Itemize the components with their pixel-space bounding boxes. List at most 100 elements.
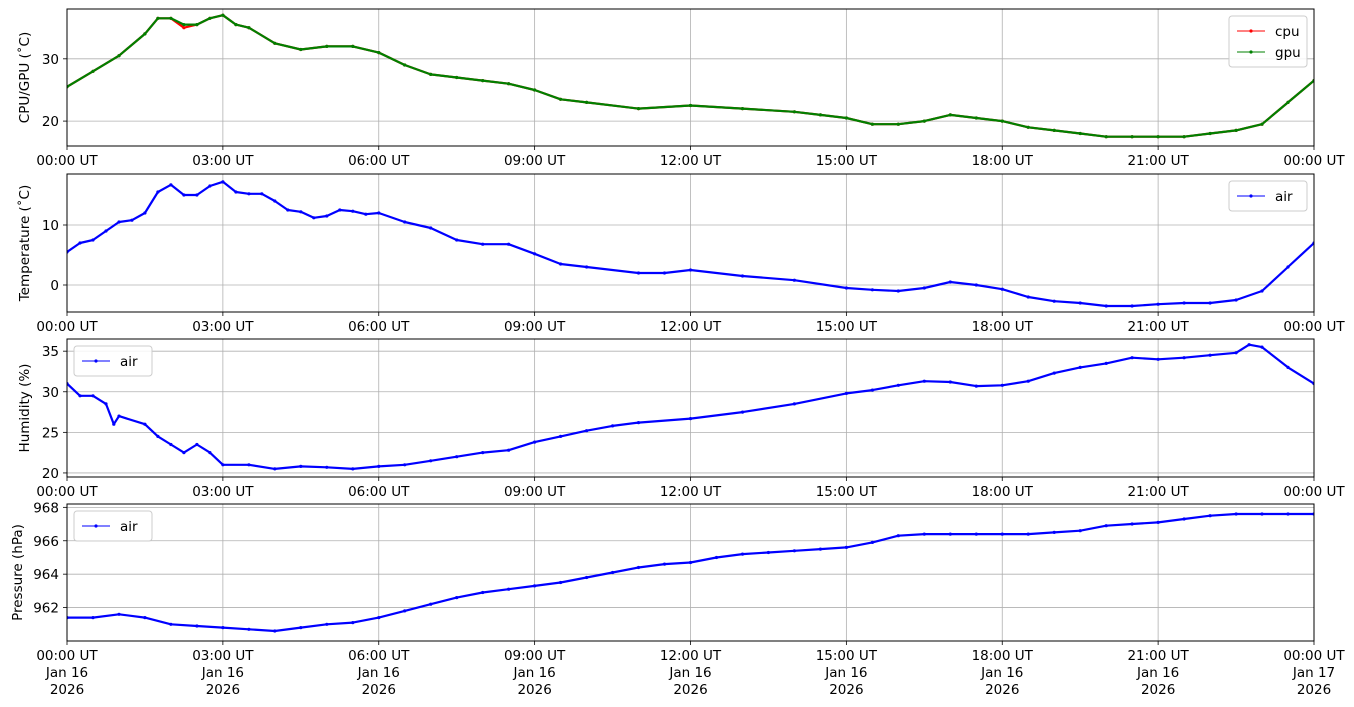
data-point	[1026, 532, 1030, 536]
legend-label: air	[1275, 189, 1293, 205]
x-tick-date: Jan 16	[512, 665, 555, 681]
data-point	[1026, 379, 1030, 383]
data-point	[585, 265, 589, 269]
legend-box	[73, 510, 153, 542]
legend-label: cpu	[1275, 24, 1300, 40]
data-point	[559, 580, 563, 585]
data-point	[1052, 371, 1056, 375]
x-tick-label: 06:00 UT	[348, 153, 410, 169]
data-point	[455, 75, 459, 80]
data-point	[182, 23, 186, 27]
data-point	[1078, 365, 1082, 369]
x-tick-label: 21:00 UT	[1127, 648, 1189, 664]
data-point	[325, 44, 329, 49]
data-point	[1130, 522, 1134, 526]
data-point	[1052, 530, 1056, 535]
data-point	[273, 467, 277, 471]
x-tick-year: 2026	[206, 682, 240, 698]
data-point	[740, 107, 745, 111]
data-point	[922, 379, 926, 383]
data-point	[844, 391, 849, 395]
data-point	[1260, 122, 1264, 126]
data-point	[299, 464, 303, 468]
x-tick-label: 21:00 UT	[1127, 153, 1189, 169]
series-air	[67, 343, 1314, 471]
data-point	[1182, 135, 1186, 139]
data-point	[507, 82, 511, 86]
data-point	[169, 16, 173, 20]
x-tick-date: Jan 16	[201, 665, 244, 681]
x-tick-label: 03:00 UT	[192, 484, 254, 500]
data-point	[182, 193, 186, 197]
x-tick-label: 03:00 UT	[192, 648, 254, 664]
x-tick-label: 03:00 UT	[192, 153, 254, 169]
data-point	[844, 116, 849, 120]
data-point	[507, 242, 511, 246]
data-point	[117, 54, 121, 58]
data-point	[1208, 131, 1212, 136]
data-point	[688, 268, 693, 272]
x-tick-label: 09:00 UT	[504, 319, 566, 335]
y-tick-label: 25	[42, 425, 59, 441]
plot-frame	[66, 338, 1315, 478]
data-point	[507, 448, 511, 452]
data-point	[1260, 345, 1264, 349]
data-point	[325, 214, 329, 218]
x-tick-label: 00:00 UT	[36, 153, 98, 169]
x-tick-year: 2026	[1141, 682, 1175, 698]
y-tick-label: 35	[42, 344, 59, 360]
panel-0: 00:00 UT 03:00 UT 06:00 UT 09:00 UT 12:00 UT…	[16, 8, 1345, 169]
data-point	[112, 422, 116, 426]
data-point	[299, 626, 303, 630]
data-point	[844, 286, 849, 290]
data-point	[870, 122, 875, 126]
data-point	[91, 69, 95, 73]
y-tick-label: 20	[42, 466, 59, 482]
data-point	[559, 434, 563, 438]
data-point	[818, 113, 823, 117]
series-line-air	[67, 343, 1314, 470]
x-tick-label: 18:00 UT	[972, 319, 1034, 335]
data-point	[91, 616, 95, 620]
data-point	[1078, 529, 1082, 533]
data-point	[1286, 100, 1290, 104]
data-point	[818, 547, 823, 551]
data-point	[766, 550, 771, 555]
series-gpu	[67, 13, 1314, 139]
x-tick-label: 15:00 UT	[816, 319, 878, 335]
x-tick-date: Jan 16	[357, 665, 400, 681]
x-tick-label: 18:00 UT	[972, 153, 1034, 169]
data-point	[351, 44, 355, 49]
data-point	[286, 208, 290, 212]
data-point	[156, 190, 160, 194]
data-point	[195, 624, 199, 628]
x-tick-date: Jan 16	[824, 665, 867, 681]
data-point	[377, 51, 381, 55]
y-axis-label: Humidity (%)	[17, 364, 33, 453]
data-point	[325, 622, 329, 626]
data-point	[325, 465, 329, 469]
data-point	[221, 626, 225, 630]
data-point	[922, 119, 926, 123]
data-point	[1260, 512, 1264, 516]
data-point	[1156, 135, 1160, 139]
data-point	[1000, 532, 1004, 536]
legend-marker	[94, 524, 98, 528]
x-tick-label: 12:00 UT	[660, 319, 722, 335]
data-point	[792, 110, 797, 114]
data-point	[299, 210, 303, 214]
data-point	[792, 549, 797, 553]
x-tick-label: 15:00 UT	[816, 648, 878, 664]
legend: air	[73, 510, 153, 542]
legend: air	[73, 345, 153, 377]
data-point	[481, 451, 485, 455]
y-tick-label: 20	[42, 114, 59, 130]
plot-frame	[66, 8, 1315, 147]
data-point	[208, 16, 212, 20]
data-point	[78, 241, 82, 245]
y-axis-label: Pressure (hPa)	[10, 524, 26, 621]
data-point	[636, 565, 641, 570]
data-point	[208, 184, 212, 188]
data-point	[117, 414, 121, 418]
